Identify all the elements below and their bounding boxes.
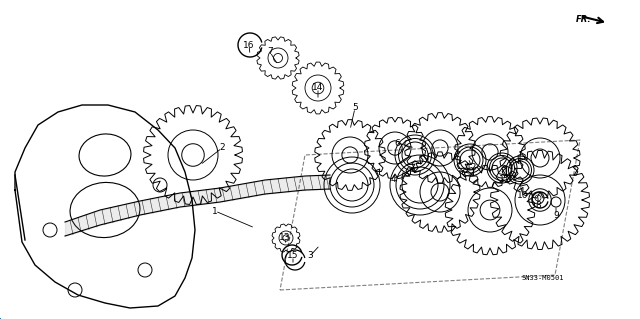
- Text: 1: 1: [212, 206, 218, 216]
- Text: SN33-M0501: SN33-M0501: [522, 275, 564, 281]
- Text: 11: 11: [499, 175, 511, 184]
- Text: 7: 7: [267, 48, 273, 56]
- Text: 6: 6: [394, 138, 400, 147]
- Text: 16: 16: [243, 41, 255, 49]
- Text: 15: 15: [287, 251, 299, 261]
- Text: 2: 2: [219, 144, 225, 152]
- Text: 4: 4: [390, 174, 396, 183]
- Text: 13: 13: [279, 234, 291, 242]
- Text: FR.: FR.: [576, 16, 591, 25]
- Text: 9: 9: [553, 211, 559, 219]
- Text: 5: 5: [352, 103, 358, 113]
- Text: 10: 10: [517, 190, 529, 199]
- Text: 3: 3: [307, 251, 313, 261]
- Text: 14: 14: [312, 84, 324, 93]
- Text: 8: 8: [535, 201, 541, 210]
- Text: 12: 12: [467, 162, 477, 172]
